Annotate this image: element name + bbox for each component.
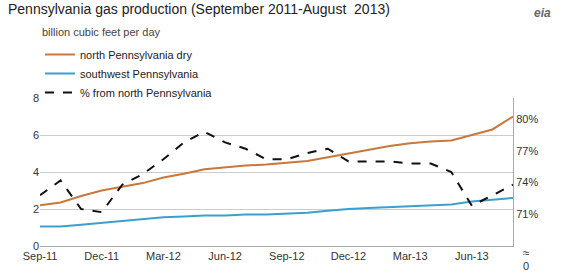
svg-text:eia: eia [534, 6, 551, 20]
svg-text:Pennsylvania gas production (S: Pennsylvania gas production (September 2… [8, 1, 390, 17]
svg-text:Mar-12: Mar-12 [146, 250, 181, 262]
svg-text:4: 4 [33, 166, 39, 178]
svg-text:% from north Pennsylvania: % from north Pennsylvania [80, 87, 212, 99]
svg-text:71%: 71% [516, 208, 538, 220]
svg-text:0: 0 [523, 260, 529, 272]
svg-text:0: 0 [33, 240, 39, 252]
svg-text:Sep-12: Sep-12 [269, 250, 304, 262]
svg-text:Sep-11: Sep-11 [23, 250, 58, 262]
svg-text:6: 6 [33, 129, 39, 141]
svg-text:north Pennsylvania dry: north Pennsylvania dry [80, 49, 192, 61]
svg-text:2: 2 [33, 203, 39, 215]
svg-text:8: 8 [33, 92, 39, 104]
svg-text:billion cubic feet per day: billion cubic feet per day [42, 26, 161, 38]
svg-text:Jun-13: Jun-13 [455, 250, 489, 262]
svg-text:southwest Pennsylvania: southwest Pennsylvania [80, 68, 199, 80]
svg-text:Mar-13: Mar-13 [393, 250, 428, 262]
svg-text:Dec-11: Dec-11 [84, 250, 119, 262]
svg-text:77%: 77% [516, 145, 538, 157]
svg-text:Jun-12: Jun-12 [208, 250, 242, 262]
svg-text:Dec-12: Dec-12 [331, 250, 366, 262]
svg-text:≈: ≈ [523, 246, 530, 260]
svg-text:80%: 80% [516, 113, 538, 125]
svg-text:74%: 74% [516, 176, 538, 188]
